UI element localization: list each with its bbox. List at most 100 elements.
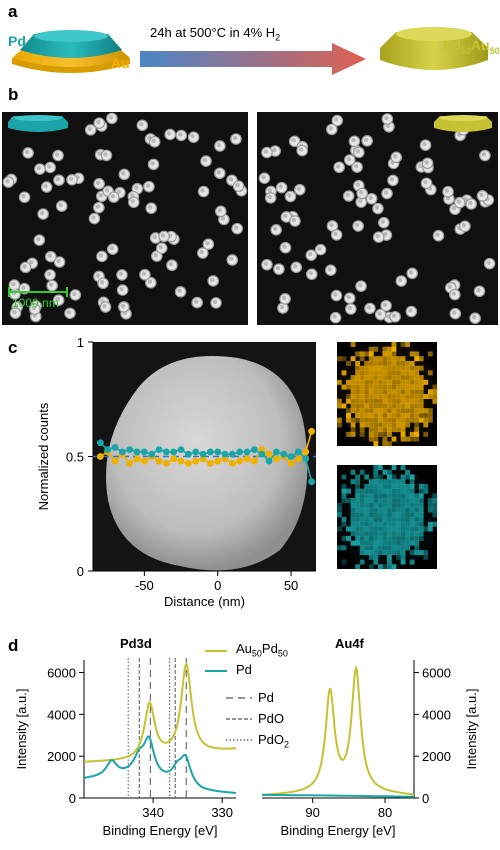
edx-pixel: [423, 531, 429, 537]
edx-pixel: [409, 521, 415, 527]
edx-pixel: [423, 535, 429, 541]
edx-pixel: [341, 559, 347, 565]
scale-bar-tick: [8, 287, 10, 297]
edx-pixel: [373, 479, 379, 485]
y-axis-label: Normalized counts: [36, 402, 51, 510]
nanoparticle-center: [293, 264, 298, 269]
data-point: [96, 453, 104, 460]
nanoparticle-array: [258, 113, 496, 325]
nanoparticle-center: [287, 193, 292, 198]
edx-pixel: [387, 535, 392, 541]
edx-pixel: [418, 498, 424, 504]
edx-pixel: [418, 545, 424, 551]
edx-pixel: [400, 550, 406, 556]
edx-pixel: [427, 384, 433, 390]
edx-pixel: [405, 422, 411, 428]
edx-pixel: [373, 550, 379, 556]
edx-pixel: [432, 498, 438, 504]
edx-pixel: [396, 365, 401, 371]
edx-pixel: [355, 540, 361, 546]
nanoparticle-center: [461, 223, 467, 228]
edx-pixel: [359, 356, 365, 362]
edx-pixel: [427, 493, 433, 499]
xps-spectra-chart: 0 2000 4000 6000 340 330 Binding Energy [eV] In…: [14, 658, 479, 838]
edx-pixel: [391, 550, 397, 556]
edx-pixel: [427, 507, 433, 513]
edx-pixel: [364, 412, 370, 418]
edx-pixel: [396, 375, 401, 381]
nanoparticle-center: [456, 199, 461, 204]
edx-pixel: [387, 365, 392, 371]
edx-pixel: [355, 398, 361, 404]
nanoparticle-center: [110, 193, 116, 199]
edx-pixel: [400, 356, 406, 362]
edx-pixel: [405, 559, 411, 565]
edx-pixel: [337, 521, 342, 527]
edx-pixel: [355, 403, 361, 409]
data-point: [265, 457, 273, 465]
edx-pixel: [373, 356, 379, 362]
edx-pixel: [355, 375, 361, 381]
edx-pixel: [391, 479, 397, 485]
edx-pixel: [377, 356, 383, 362]
edx-pixel: [405, 394, 411, 400]
edx-pixel: [364, 370, 370, 376]
edx-pixel: [341, 517, 347, 523]
edx-pixel: [400, 545, 406, 551]
data-point: [265, 450, 273, 458]
edx-pixel: [382, 564, 388, 570]
edx-pixel: [337, 512, 342, 518]
edx-pixel: [414, 394, 420, 400]
x-tick-label: 90: [305, 805, 319, 820]
edx-pixel: [377, 370, 383, 376]
edx-pixel: [391, 512, 397, 518]
edx-pixel: [418, 550, 424, 556]
edx-pixel: [387, 502, 392, 508]
edx-pixel: [364, 554, 370, 560]
nanoparticle-center: [200, 188, 205, 193]
edx-pixel: [350, 427, 356, 433]
edx-pixel: [391, 384, 397, 390]
data-point: [287, 453, 295, 460]
nanoparticle-center: [317, 246, 322, 251]
scale-bar-tick: [66, 287, 68, 297]
edx-pixel: [387, 517, 392, 523]
nanoparticle-center: [68, 176, 74, 182]
edx-pixel: [377, 502, 383, 508]
edx-pixel: [391, 408, 397, 414]
edx-pixel: [400, 431, 406, 437]
edx-pixel: [346, 545, 351, 551]
edx-pixel: [364, 394, 370, 400]
edx-pixel: [368, 412, 374, 418]
nanoparticle-center: [145, 183, 151, 188]
nanoparticle-center: [452, 310, 457, 315]
edx-pixel: [387, 550, 392, 556]
edx-pixel: [364, 469, 370, 475]
edx-pixel: [337, 545, 342, 551]
edx-pixel: [400, 384, 406, 390]
nanoparticle-center: [36, 236, 41, 242]
edx-pixel: [396, 559, 401, 565]
edx-pixel: [409, 550, 415, 556]
edx-pixel: [364, 422, 370, 428]
edx-pixel: [350, 389, 356, 395]
edx-pixel: [400, 375, 406, 381]
edx-pixel: [377, 431, 383, 437]
edx-pixel: [337, 502, 342, 508]
edx-pixel: [418, 512, 424, 518]
edx-pixel: [391, 535, 397, 541]
nanoparticle-center: [217, 208, 223, 213]
edx-pixel: [382, 517, 388, 523]
edx-pixel: [400, 412, 406, 418]
edx-pixel: [364, 559, 370, 565]
edx-pixel: [377, 346, 383, 352]
y-axis-label: Intensity [a.u.]: [464, 689, 479, 770]
edx-pixel: [396, 417, 401, 423]
edx-pixel: [405, 408, 411, 414]
edx-pixel: [396, 474, 401, 480]
edx-pixel: [350, 479, 356, 485]
edx-pixel: [418, 502, 424, 508]
edx-pixel: [396, 507, 401, 513]
edx-pixel: [368, 403, 374, 409]
nanoparticle-center: [346, 295, 351, 300]
